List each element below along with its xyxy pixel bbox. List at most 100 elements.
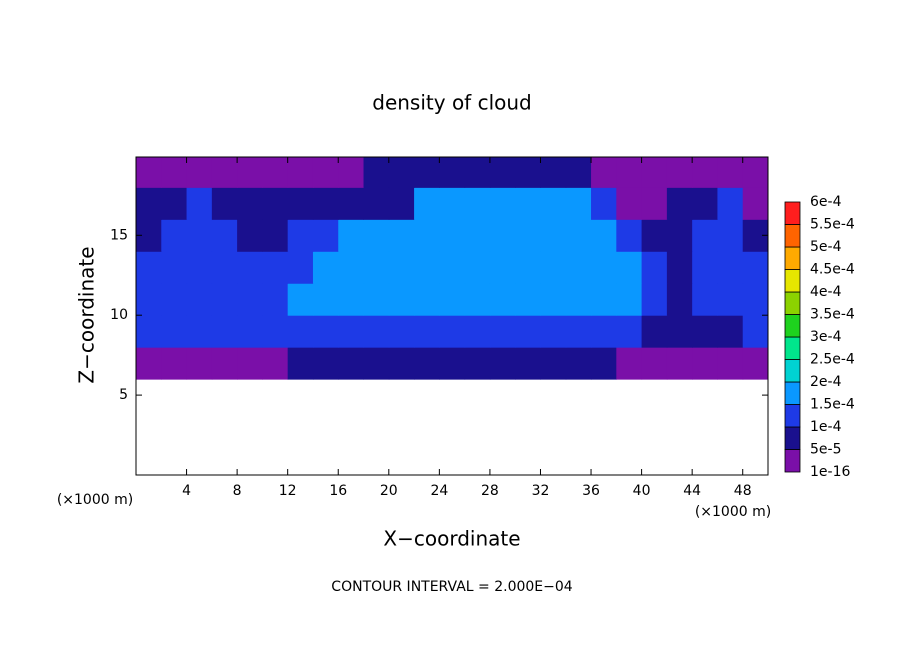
contour-cell <box>515 157 541 188</box>
contour-cell <box>742 315 768 348</box>
contour-cell <box>666 315 693 348</box>
contour-cell <box>312 219 339 252</box>
contour-cell <box>489 157 516 188</box>
contour-cell <box>717 315 744 348</box>
contour-cell <box>742 283 768 316</box>
contour-cell <box>388 315 415 348</box>
contour-cell <box>363 315 390 348</box>
contour-cell <box>489 315 516 348</box>
contour-cell <box>464 187 491 220</box>
contour-cell <box>211 219 238 252</box>
contour-cell <box>591 347 617 380</box>
contour-cell <box>211 187 238 220</box>
contour-cell <box>237 315 263 348</box>
contour-cell <box>540 251 567 284</box>
colorbar-label: 2e-4 <box>810 374 842 390</box>
x-tick-label: 40 <box>633 483 651 499</box>
contour-cell <box>237 347 263 380</box>
contour-cell <box>489 347 516 380</box>
contour-cell <box>363 187 390 220</box>
contour-cell <box>641 251 668 284</box>
x-tick-label: 24 <box>430 483 448 499</box>
contour-cell <box>439 283 466 316</box>
contour-cell <box>237 251 263 284</box>
contour-cell <box>717 219 744 252</box>
contour-cell <box>287 251 314 284</box>
contour-cell <box>692 251 718 284</box>
contour-cell <box>186 157 213 188</box>
contour-cell <box>338 347 365 380</box>
contour-cell <box>237 157 263 188</box>
contour-cell <box>388 251 415 284</box>
colorbar-box <box>784 224 801 248</box>
y-tick-label: 10 <box>110 307 128 323</box>
contour-cell <box>439 251 466 284</box>
x-tick-label: 12 <box>279 483 297 499</box>
contour-cell <box>641 187 668 220</box>
contour-cell <box>312 251 339 284</box>
contour-cell <box>515 347 541 380</box>
contour-cell <box>136 347 162 380</box>
contour-cell <box>161 219 188 252</box>
contour-cell <box>540 187 567 220</box>
contour-cell <box>262 283 289 316</box>
contour-cell <box>591 251 617 284</box>
contour-cell <box>540 157 567 188</box>
x-tick-label: 28 <box>481 483 499 499</box>
contour-cell <box>666 187 693 220</box>
contour-cell <box>742 187 768 220</box>
contour-cell <box>515 219 541 252</box>
contour-cell <box>742 251 768 284</box>
contour-cell <box>591 283 617 316</box>
contour-cell <box>565 347 592 380</box>
contour-cell <box>414 315 440 348</box>
contour-cell <box>287 315 314 348</box>
contour-cell <box>616 347 643 380</box>
field <box>136 157 768 380</box>
contour-cell <box>262 219 289 252</box>
y-tick-label: 15 <box>110 227 128 243</box>
contour-cell <box>338 187 365 220</box>
contour-cell <box>641 347 668 380</box>
contour-cell <box>742 347 768 380</box>
contour-cell <box>262 157 289 188</box>
contour-cell <box>515 251 541 284</box>
contour-cell <box>388 157 415 188</box>
contour-cell <box>489 251 516 284</box>
contour-cell <box>312 157 339 188</box>
contour-cell <box>591 315 617 348</box>
contour-cell <box>616 251 643 284</box>
contour-cell <box>388 187 415 220</box>
contour-cell <box>312 187 339 220</box>
contour-cell <box>717 347 744 380</box>
contour-cell <box>388 219 415 252</box>
contour-cell <box>439 347 466 380</box>
colorbar-label: 2.5e-4 <box>810 352 855 368</box>
contour-cell <box>211 315 238 348</box>
contour-cell <box>591 157 617 188</box>
contour-cell <box>287 187 314 220</box>
contour-cell <box>414 251 440 284</box>
colorbar-box <box>784 314 801 338</box>
colorbar-box <box>784 291 801 315</box>
colorbar-box <box>784 381 801 405</box>
contour-cell <box>515 187 541 220</box>
contour-cell <box>262 347 289 380</box>
colorbar-box <box>784 269 801 293</box>
plot-frame <box>135 156 769 476</box>
contour-cell <box>338 315 365 348</box>
contour-cell <box>312 283 339 316</box>
x-tick-label: 16 <box>329 483 347 499</box>
contour-cell <box>186 251 213 284</box>
contour-cell <box>565 315 592 348</box>
contour-cell <box>565 187 592 220</box>
contour-cell <box>464 251 491 284</box>
contour-cell <box>312 347 339 380</box>
colorbar-box <box>784 246 801 270</box>
contour-cell <box>717 283 744 316</box>
colorbar-label: 5e-5 <box>810 442 841 458</box>
contour-cell <box>692 187 718 220</box>
colorbar-label: 3e-4 <box>810 329 842 345</box>
x-tick-label: 8 <box>233 483 242 499</box>
colorbar-box <box>784 404 801 428</box>
